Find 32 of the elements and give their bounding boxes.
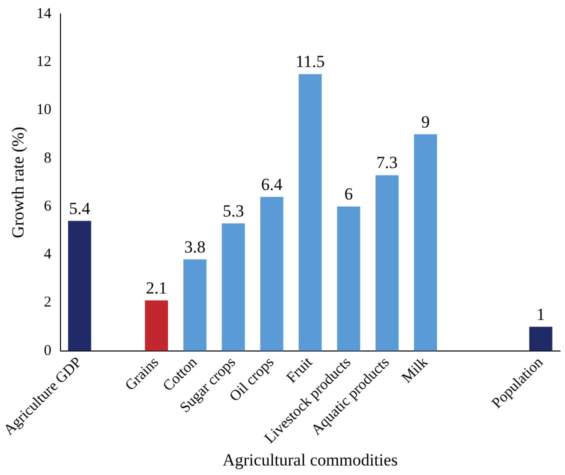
bar: [337, 206, 360, 351]
bar: [183, 259, 206, 351]
bar: [529, 326, 552, 351]
bar: [260, 196, 284, 351]
x-tick-label: Milk: [399, 354, 432, 386]
data-label: 5.3: [222, 201, 244, 220]
y-tick-label: 2: [44, 294, 52, 311]
y-axis-title: Growth rate (%): [8, 126, 28, 238]
data-label: 5.4: [68, 198, 91, 218]
bar: [68, 220, 92, 351]
bar: [376, 175, 399, 351]
y-tick-label: 0: [44, 342, 52, 359]
y-tick-label: 10: [36, 102, 52, 118]
bar: [144, 300, 168, 351]
y-tick-label: 12: [36, 54, 52, 70]
y-tick-label: 14: [36, 6, 52, 22]
bar: [298, 74, 322, 351]
data-label: 6.4: [261, 174, 283, 194]
x-tick-label: Fruit: [284, 354, 316, 386]
data-label: 11.5: [296, 52, 325, 72]
bar: [414, 134, 438, 351]
data-label: 7.3: [376, 153, 398, 172]
data-label: 6: [344, 184, 353, 204]
data-label: 3.8: [184, 237, 206, 256]
data-label: 9: [421, 112, 430, 132]
bar: [222, 223, 245, 351]
data-label: 1: [536, 304, 546, 324]
y-tick-label: 8: [44, 150, 52, 166]
data-label: 2.1: [146, 278, 168, 298]
x-axis-title: Agricultural commodities: [222, 450, 398, 470]
y-tick-label: 4: [44, 246, 52, 263]
y-tick-label: 6: [44, 198, 52, 214]
